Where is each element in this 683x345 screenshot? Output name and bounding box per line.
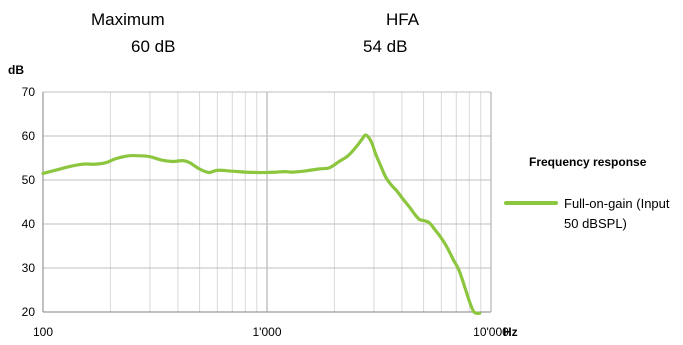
- legend-entry: Full-on-gain (Input 50 dBSPL): [564, 194, 682, 234]
- x-tick-label: 100: [33, 325, 53, 339]
- y-tick-labels: 20 30 40 50 60 70: [22, 85, 36, 319]
- x-tick-label: 1'000: [253, 325, 282, 339]
- y-tick-label: 70: [22, 85, 36, 99]
- y-tick-label: 20: [22, 305, 36, 319]
- y-axis-label: dB: [8, 63, 24, 77]
- y-tick-label: 30: [22, 261, 36, 275]
- y-tick-label: 50: [22, 173, 36, 187]
- legend-title: Frequency response: [529, 155, 646, 169]
- legend-swatch: [504, 201, 558, 205]
- grid-lines: [43, 92, 491, 312]
- x-axis-label: Hz: [503, 325, 518, 339]
- y-tick-label: 60: [22, 129, 36, 143]
- y-tick-label: 40: [22, 217, 36, 231]
- x-tick-labels: 1001'00010'000: [33, 325, 509, 339]
